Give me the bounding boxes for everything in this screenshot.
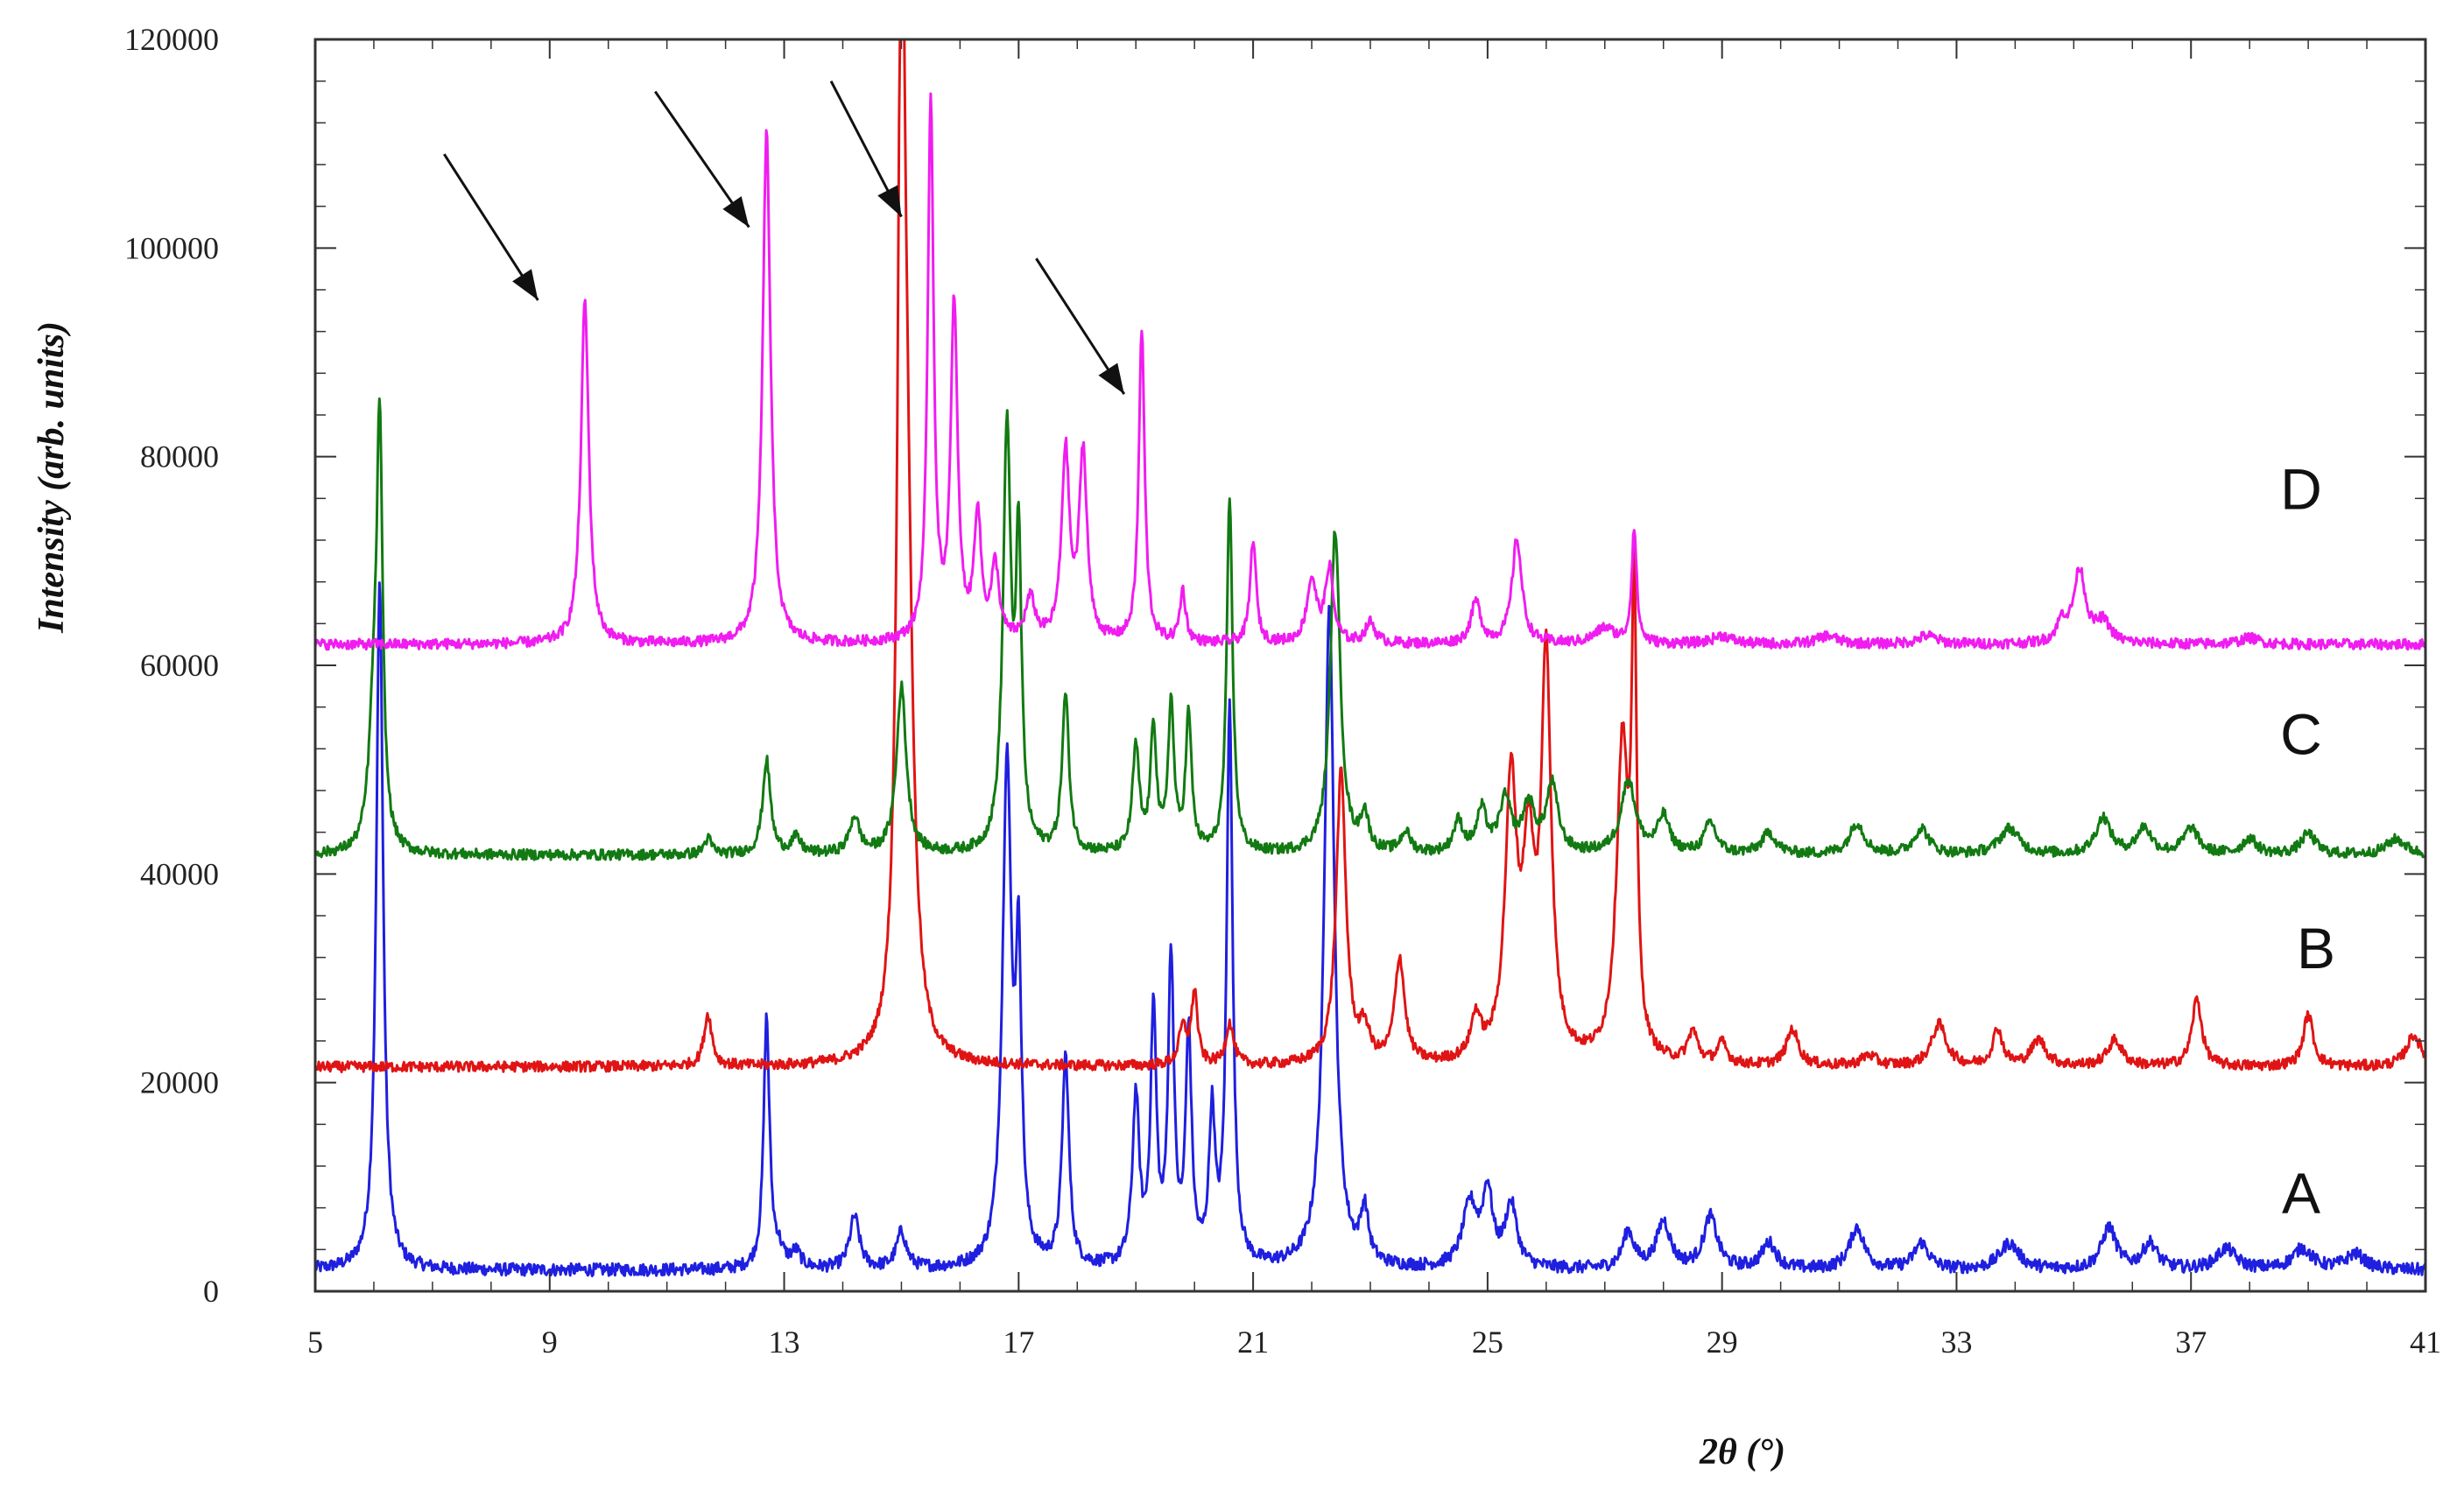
- series-line-D: [313, 92, 2426, 651]
- ticks: 5 9 13 17 21 25 29 33 37 41 0 20000 40000 60000 80000 1…: [124, 22, 2441, 1360]
- series-line-C: [313, 397, 2426, 861]
- x-tick-label: 13: [769, 1325, 800, 1360]
- arrow-head: [1098, 362, 1124, 395]
- series-label-A: A: [2282, 1161, 2320, 1226]
- annotations: [443, 80, 1126, 395]
- x-tick-label: 41: [2410, 1325, 2441, 1360]
- x-tick-label: 25: [1472, 1325, 1503, 1360]
- x-tick-label: 5: [307, 1325, 323, 1360]
- x-tick-label: 33: [1940, 1325, 1972, 1360]
- series-line-B: [314, 38, 2427, 1073]
- y-tick-label: 60000: [140, 648, 219, 683]
- x-tick-label: 29: [1707, 1325, 1738, 1360]
- x-tick-label: 9: [542, 1325, 558, 1360]
- x-tick-label: 37: [2175, 1325, 2207, 1360]
- x-tick-label: 17: [1003, 1325, 1034, 1360]
- series-label-C: C: [2280, 701, 2322, 766]
- y-axis-title: Intensity (arb. units): [32, 321, 72, 634]
- y-tick-label: 0: [203, 1274, 219, 1309]
- arrow-head: [722, 196, 750, 228]
- series-labels: A B C D: [2280, 456, 2335, 1225]
- y-tick-label: 80000: [140, 439, 219, 474]
- series-label-B: B: [2297, 916, 2335, 980]
- y-tick-label: 20000: [140, 1065, 219, 1100]
- y-tick-label: 40000: [140, 856, 219, 891]
- y-tick-label: 100000: [124, 230, 219, 265]
- x-tick-label: 21: [1237, 1325, 1269, 1360]
- series-layer: [313, 38, 2427, 1277]
- x-axis-title: 2θ (°): [1699, 1432, 1785, 1472]
- arrow-head: [877, 185, 902, 217]
- arrow-head: [512, 269, 539, 300]
- series-line-A: [313, 581, 2427, 1277]
- y-tick-label: 120000: [124, 22, 219, 57]
- series-label-D: D: [2280, 456, 2322, 521]
